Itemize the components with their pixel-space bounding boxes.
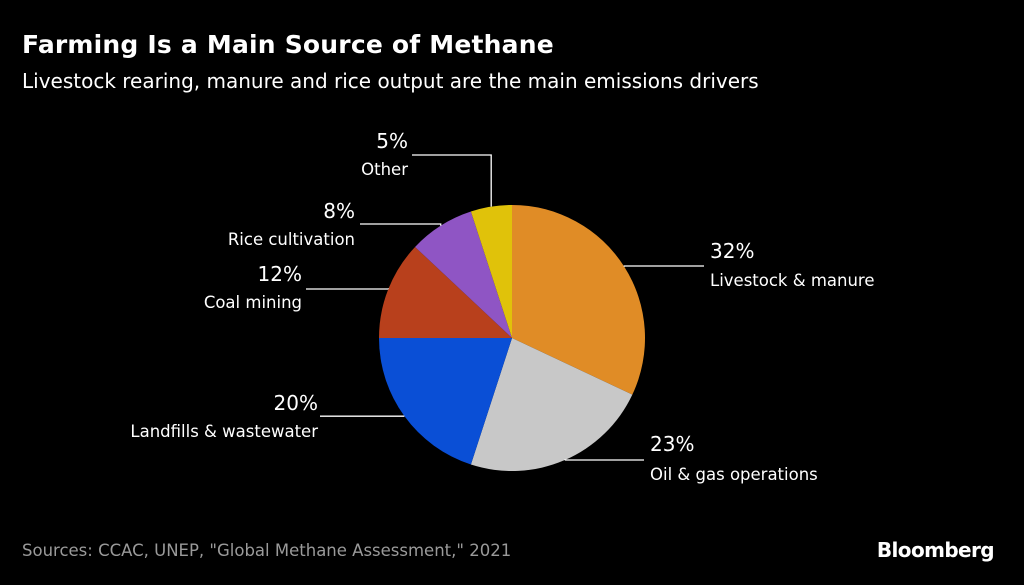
slice-label-coal-mining: Coal mining: [204, 293, 302, 312]
slice-percent-rice-cultivation: 8%: [323, 199, 355, 223]
pie-slice-other: [470, 205, 512, 338]
slice-percent-other: 5%: [376, 129, 408, 153]
pie-slice-coal-mining: [379, 246, 512, 338]
slice-label-livestock-and-manure: Livestock & manure: [710, 271, 875, 290]
chart-subtitle: Livestock rearing, manure and rice outpu…: [22, 69, 759, 93]
slice-label-rice-cultivation: Rice cultivation: [228, 230, 355, 249]
slice-label-landfills-and-wastewater: Landfills & wastewater: [130, 422, 318, 441]
pie-slice-rice-cultivation: [415, 211, 512, 338]
slice-percent-livestock-and-manure: 32%: [710, 239, 754, 263]
slice-label-oil-and-gas-operations: Oil & gas operations: [650, 465, 818, 484]
chart-title: Farming Is a Main Source of Methane: [22, 30, 554, 59]
slice-percent-landfills-and-wastewater: 20%: [274, 391, 318, 415]
slice-label-other: Other: [361, 160, 408, 179]
slice-percent-coal-mining: 12%: [258, 262, 302, 286]
pie-slice-livestock-and-manure: [512, 205, 645, 395]
pie-slice-oil-and-gas-operations: [470, 338, 633, 472]
source-note: Sources: CCAC, UNEP, "Global Methane Ass…: [22, 541, 512, 560]
leader-line-rice-cultivation: [360, 223, 442, 226]
bloomberg-logo: Bloomberg: [876, 538, 995, 562]
leader-line-livestock-and-manure: [623, 265, 704, 267]
leader-line-other: [412, 154, 492, 207]
pie-slice-landfills-and-wastewater: [379, 338, 512, 465]
slice-percent-oil-and-gas-operations: 23%: [650, 432, 694, 456]
